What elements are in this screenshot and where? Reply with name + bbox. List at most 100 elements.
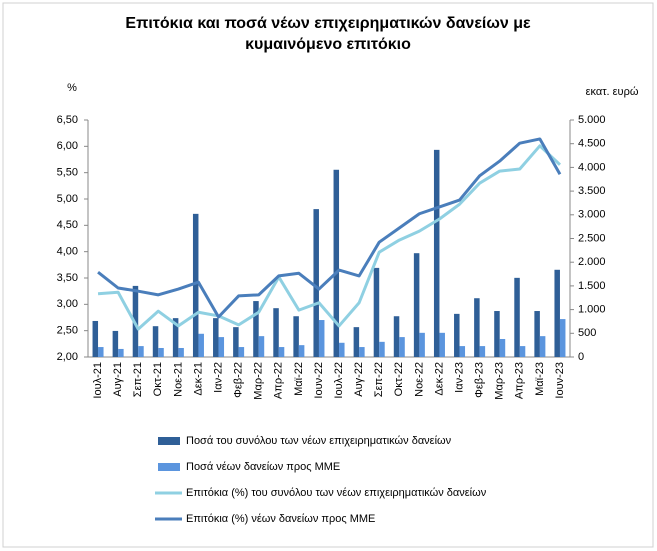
y2-tick-label: 500 xyxy=(578,327,596,339)
y2-tick-label: 3.000 xyxy=(578,209,606,221)
bar xyxy=(439,332,445,357)
y-tick-label: 3,50 xyxy=(57,272,78,284)
legend-swatch xyxy=(158,463,180,471)
legend-swatch xyxy=(158,437,180,445)
x-tick-label: Οκτ-22 xyxy=(393,362,405,396)
bar xyxy=(258,336,265,357)
bar xyxy=(138,346,144,357)
bar xyxy=(519,346,526,357)
x-tick-label: Νοε-21 xyxy=(172,362,184,397)
x-tick-label: Απρ-22 xyxy=(273,362,285,399)
bar xyxy=(213,318,219,357)
y-tick-label: 4,50 xyxy=(57,219,78,231)
y-tick-label: 5,50 xyxy=(57,167,78,179)
bar xyxy=(98,347,104,357)
x-tick-label: Μαρ-22 xyxy=(253,362,265,400)
bar xyxy=(514,277,520,357)
bar xyxy=(353,327,360,357)
bar xyxy=(238,347,245,357)
x-tick-label: Δεκ-21 xyxy=(192,362,204,396)
y2-tick-label: 1.000 xyxy=(578,304,606,316)
x-tick-label: Αυγ-22 xyxy=(353,362,365,397)
bar xyxy=(253,301,259,357)
y-tick-label: 6,50 xyxy=(57,114,78,126)
y2-tick-label: 2.000 xyxy=(578,256,606,268)
bar xyxy=(218,337,225,357)
bar xyxy=(158,347,164,357)
legend-label: Επιτόκια (%) νέων δανείων προς ΜΜΕ xyxy=(186,513,375,525)
bar xyxy=(499,338,506,357)
y-tick-label: 3,00 xyxy=(57,298,78,310)
x-tick-label: Μαϊ-23 xyxy=(534,362,546,396)
bar xyxy=(399,337,405,357)
bar xyxy=(554,269,560,357)
bar xyxy=(233,327,239,357)
x-tick-label: Μαϊ-22 xyxy=(293,362,305,396)
bar xyxy=(273,308,279,357)
bar xyxy=(413,253,420,357)
y2-tick-label: 5.000 xyxy=(578,114,606,126)
y-tick-label: 4,00 xyxy=(57,246,78,258)
line xyxy=(97,137,562,319)
legend-label: Ποσά του συνόλου των νέων επιχειρηματικώ… xyxy=(186,435,452,447)
bar xyxy=(178,347,184,357)
bar xyxy=(454,313,460,357)
bar xyxy=(373,267,380,357)
bar xyxy=(419,332,425,357)
y2-tick-label: 0 xyxy=(578,351,584,363)
y2-tick-label: 1.500 xyxy=(578,280,606,292)
x-tick-label: Ιαν-22 xyxy=(212,362,224,393)
bar xyxy=(333,169,340,357)
bar xyxy=(534,311,540,357)
y2-tick-label: 4.000 xyxy=(578,161,606,173)
y-tick-label: 5,00 xyxy=(57,193,78,205)
bar xyxy=(393,316,400,357)
bar xyxy=(293,316,299,357)
line xyxy=(97,144,561,331)
bar xyxy=(152,326,159,357)
x-tick-label: Ιουν-22 xyxy=(313,362,325,399)
x-tick-label: Απρ-23 xyxy=(514,362,526,399)
x-tick-label: Φεβ-22 xyxy=(233,362,245,398)
bar xyxy=(539,336,546,357)
bar xyxy=(479,346,486,357)
x-tick-label: Δεκ-22 xyxy=(433,362,445,396)
bar xyxy=(379,341,385,357)
x-tick-label: Ιουλ-21 xyxy=(92,362,104,399)
x-tick-label: Νοε-22 xyxy=(413,362,425,397)
y2-axis-label: εκατ. ευρώ xyxy=(586,86,639,98)
bar xyxy=(559,319,566,357)
bar xyxy=(198,333,204,357)
bar xyxy=(192,213,199,357)
y-axis-label: % xyxy=(67,82,77,94)
bar xyxy=(359,347,365,357)
bar xyxy=(494,311,500,357)
bar xyxy=(172,318,179,357)
bar xyxy=(112,330,119,357)
bar xyxy=(118,348,124,357)
bar xyxy=(474,298,480,357)
y-tick-label: 2,50 xyxy=(57,325,78,337)
bar xyxy=(92,320,99,357)
y-tick-label: 6,00 xyxy=(57,140,78,152)
x-tick-label: Φεβ-23 xyxy=(474,362,486,398)
legend-label: Ποσά νέων δανείων προς ΜΜΕ xyxy=(186,461,340,473)
bar xyxy=(278,347,285,357)
x-tick-label: Οκτ-21 xyxy=(152,362,164,396)
x-tick-label: Μαρ-23 xyxy=(494,362,506,400)
y2-tick-label: 2.500 xyxy=(578,232,606,244)
x-tick-label: Αυγ-21 xyxy=(112,362,124,397)
y2-tick-label: 3.500 xyxy=(578,185,606,197)
bar xyxy=(318,320,325,357)
bar xyxy=(433,149,440,357)
x-tick-label: Ιουν-23 xyxy=(554,362,566,399)
bar xyxy=(339,342,345,357)
chart-title: Επιτόκια και ποσά νέων επιχειρηματικών δ… xyxy=(125,15,531,53)
bar xyxy=(298,345,305,357)
legend-label: Επιτόκια (%) του συνόλου των νέων επιχει… xyxy=(186,487,487,499)
bar xyxy=(459,346,466,357)
x-tick-label: Ιαν-23 xyxy=(453,362,465,393)
x-tick-label: Ιουλ-22 xyxy=(333,362,345,399)
